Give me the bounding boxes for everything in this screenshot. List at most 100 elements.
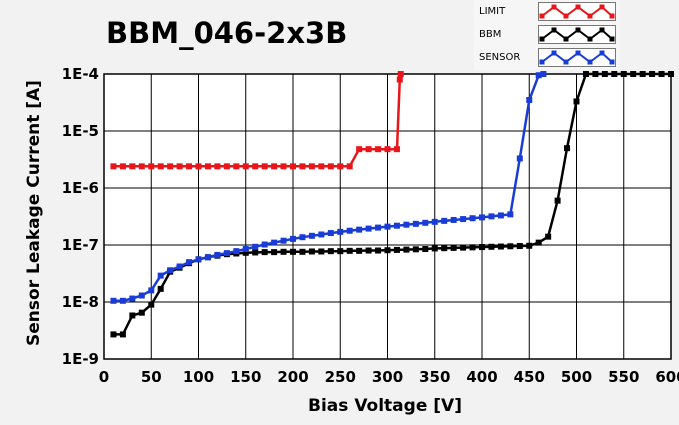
data-point-sensor [412,220,419,227]
data-point-sensor [129,295,136,302]
data-point-limit [356,146,363,153]
data-point-sensor [308,232,315,239]
y-tick-label: 1E-6 [62,179,99,197]
data-point-bbm [290,248,296,255]
legend-swatch-marker [539,59,545,65]
data-point-bbm [384,247,391,254]
series-layer [110,71,674,338]
data-point-sensor [242,246,249,253]
data-point-bbm [479,244,485,251]
data-point-sensor [252,243,259,250]
x-axis-label: Bias Voltage [V] [308,396,462,416]
data-point-sensor [450,216,457,223]
data-point-bbm [497,243,504,250]
data-point-sensor [138,292,145,299]
data-point-bbm [658,71,665,77]
series-limit [110,71,404,170]
x-tick-label: 50 [141,368,162,386]
data-point-sensor [167,267,174,274]
data-point-limit [176,163,183,170]
legend-swatch-marker [575,4,581,10]
data-point-sensor [403,221,410,228]
data-point-bbm [318,248,325,255]
data-point-limit [242,163,249,170]
data-point-sensor [176,263,183,270]
x-tick-label: 300 [372,368,403,386]
data-point-limit [204,163,211,170]
legend-swatch-marker [587,36,593,42]
data-point-limit [384,146,391,153]
data-point-limit [318,163,325,170]
legend-item-limit: LIMIT [474,1,620,23]
data-point-sensor [280,237,287,244]
data-point-sensor [441,217,448,224]
data-point-sensor [431,218,438,225]
data-point-limit [148,163,155,170]
y-tick-label: 1E-9 [62,350,99,368]
data-point-bbm [299,248,306,255]
data-point-sensor [516,155,523,162]
data-point-bbm [337,248,344,255]
legend-label-bbm: BBM [479,29,502,40]
data-point-sensor [375,224,382,231]
data-point-bbm [507,243,514,250]
data-point-bbm [535,239,542,246]
data-point-sensor [214,251,221,258]
plot-frame [103,73,672,360]
data-point-sensor [526,96,533,103]
legend-swatch-marker [563,13,569,19]
data-point-bbm [403,246,410,253]
x-tick-label: 350 [419,368,450,386]
x-tick-label: 150 [230,368,261,386]
x-tick-label: 600 [655,368,679,386]
data-point-limit [396,76,403,83]
data-point-limit [308,163,315,170]
y-tick-label: 1E-4 [62,65,99,83]
data-point-limit [365,146,372,153]
data-point-limit [280,163,287,170]
data-point-bbm [573,98,580,105]
x-tick-label: 100 [183,368,214,386]
data-point-limit [119,163,126,170]
data-point-bbm [327,248,334,255]
data-point-sensor [346,227,353,234]
data-point-bbm [138,309,145,316]
data-point-limit [167,163,174,170]
legend-label-sensor: SENSOR [479,52,521,63]
data-point-bbm [668,71,674,77]
data-point-limit [186,163,193,170]
data-point-bbm [110,331,117,338]
data-point-bbm [450,244,457,251]
legend-swatch-limit [538,2,616,21]
data-point-limit [110,163,117,170]
data-point-limit [261,163,268,170]
data-point-sensor [271,239,278,246]
legend-swatch-marker [551,4,557,10]
data-point-sensor [488,213,495,220]
data-point-sensor [535,72,542,79]
data-point-sensor [119,297,126,304]
data-point-bbm [564,145,571,152]
y-tick-label: 1E-7 [62,236,99,254]
legend-item-sensor: SENSOR [474,47,620,69]
data-point-limit [157,163,164,170]
legend-swatch-marker [609,59,615,65]
data-point-bbm [422,246,429,253]
data-point-bbm [157,285,164,292]
data-point-bbm [469,244,476,251]
legend-swatch-marker [539,13,545,19]
legend-swatch-marker [539,36,545,42]
data-point-bbm [545,233,552,240]
data-point-sensor [384,223,391,230]
data-point-limit [337,163,344,170]
data-point-sensor [469,215,476,222]
data-point-sensor [195,256,202,263]
data-point-bbm [431,245,438,252]
data-point-bbm [620,71,627,77]
data-point-bbm [129,312,136,319]
series-sensor [110,71,547,304]
y-axis-ticks: 1E-9 1E-8 1E-7 1E-6 1E-5 1E-4 [62,65,99,368]
x-axis-ticks: 0 50 100 150 200 250 300 350 400 450 500 550 600 [99,368,679,386]
data-point-bbm [346,247,353,254]
